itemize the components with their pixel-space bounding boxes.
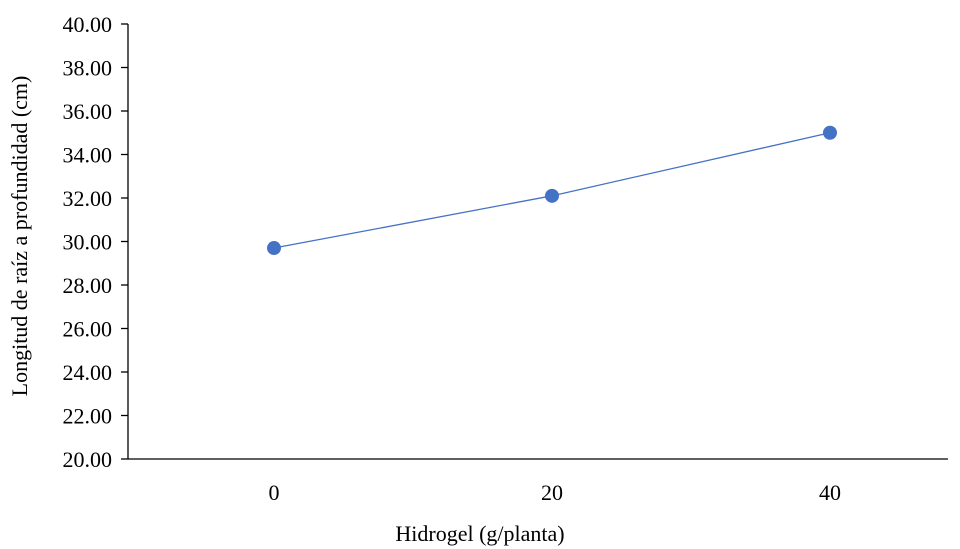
y-axis-title: Longitud de raíz a profundidad (cm) [7,76,32,397]
y-tick-label: 34.00 [63,143,113,168]
y-tick-label: 28.00 [63,273,113,298]
x-axis-ticks: 0 20 40 [269,480,842,505]
y-tick-label: 40.00 [63,12,113,37]
y-tick-label: 24.00 [63,360,113,385]
y-tick-label: 20.00 [63,447,113,472]
data-point-marker [545,188,559,203]
y-tick-label: 38.00 [63,56,113,81]
data-point-marker [823,125,837,140]
x-tick-label: 40 [819,480,841,505]
data-point-marker [267,241,281,256]
y-tick-label: 36.00 [63,99,113,124]
x-tick-label: 0 [269,480,280,505]
y-tick-label: 22.00 [63,404,113,429]
x-tick-label: 20 [541,480,563,505]
y-axis-ticks: 20.00 22.00 24.00 26.00 28.00 30.00 32.00 34.00… [63,12,128,472]
y-tick-label: 26.00 [63,317,113,342]
series-layer [267,125,837,256]
y-tick-label: 32.00 [63,186,113,211]
y-tick-label: 30.00 [63,230,113,255]
x-axis-title: Hidrogel (g/planta) [395,521,564,546]
